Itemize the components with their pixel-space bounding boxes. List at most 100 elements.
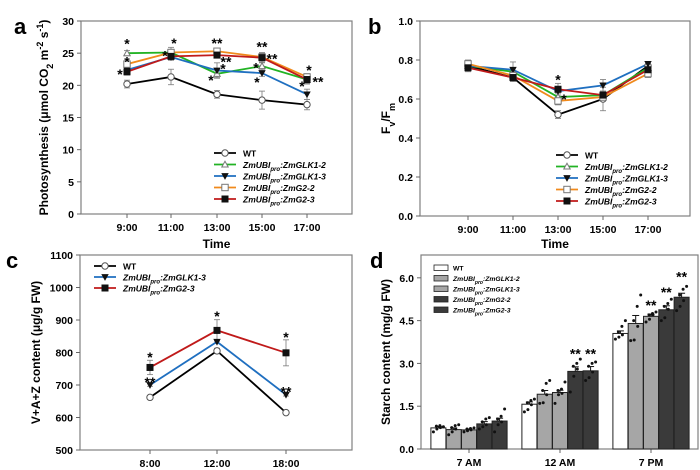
data-dot <box>484 417 488 421</box>
legend-swatch <box>433 285 449 292</box>
y-axis-title-part: F <box>379 127 393 134</box>
legend-label: WT <box>585 151 599 161</box>
legend-marker <box>563 197 571 205</box>
data-point <box>303 100 311 109</box>
data-dot <box>441 425 445 429</box>
legend-label: ZmUBIpro:ZmG2-2 <box>452 297 511 307</box>
significance-mark: ** <box>646 297 657 313</box>
data-dot <box>431 430 435 434</box>
legend-marker <box>221 173 229 180</box>
legend-marker <box>221 183 229 192</box>
data-dot <box>666 302 670 305</box>
legend-marker <box>101 284 109 292</box>
legend-label: ZmUBIpro:ZmG2-2 <box>242 183 315 196</box>
x-tick-label: 15:00 <box>249 222 276 234</box>
legend-label: ZmUBIpro:ZmG2-3 <box>452 308 511 318</box>
data-dot <box>438 424 442 428</box>
y-tick-label: 1000 <box>50 283 74 295</box>
data-dot <box>617 335 621 339</box>
data-dot <box>541 389 545 393</box>
y-tick-label: 15 <box>62 113 74 125</box>
significance-mark: * <box>555 72 561 88</box>
data-point <box>146 382 154 389</box>
data-dot <box>453 424 457 428</box>
legend-label-rest: :ZmG2-3 <box>483 308 511 315</box>
data-dot <box>639 293 643 297</box>
data-dot <box>662 304 666 308</box>
y-tick-label: 20 <box>62 80 74 92</box>
x-tick-label: 11:00 <box>158 222 184 234</box>
y-tick-label: 5 <box>68 177 74 189</box>
data-dot <box>647 313 651 317</box>
data-point <box>644 66 652 74</box>
data-point <box>303 91 311 99</box>
x-tick-label: 13:00 <box>204 222 231 234</box>
legend-label: WT <box>123 262 137 272</box>
data-dot <box>556 389 560 393</box>
data-dot <box>648 317 651 321</box>
data-dot <box>487 416 491 420</box>
data-point <box>257 61 267 70</box>
data-dot <box>525 401 529 405</box>
legend-label-main: WT <box>585 151 599 161</box>
data-point <box>213 347 221 355</box>
x-axis-title: Time <box>203 237 231 251</box>
data-dot <box>450 430 454 434</box>
bar <box>491 420 508 450</box>
y-axis-title-part: -1 <box>35 24 45 32</box>
y-axis-title: Starch content (mg/g FW) <box>379 279 393 425</box>
legend: WTZmUBIpro:ZmGLK1-2ZmUBIpro:ZmGLK1-3ZmUB… <box>433 264 520 318</box>
data-dot <box>450 426 454 430</box>
bar <box>627 322 644 450</box>
significance-mark: ** <box>313 73 324 89</box>
x-tick-label: 13:00 <box>545 224 572 236</box>
significance-mark: ** <box>267 50 278 66</box>
data-point <box>167 73 175 81</box>
legend-label-main: ZmUBI <box>584 162 613 172</box>
bar <box>445 429 462 450</box>
panel-d: d 0.0 1.5 3.0 4.5 6.0 Starch content (mg/g FW)… <box>370 248 699 469</box>
data-dot <box>659 319 663 323</box>
panel-label: a <box>14 14 27 39</box>
data-dot <box>541 401 545 405</box>
data-dot <box>553 401 557 405</box>
significance-mark: * <box>124 36 130 52</box>
data-dot <box>529 403 533 407</box>
legend-label-main: ZmUBI <box>122 284 151 294</box>
data-dot <box>526 408 530 412</box>
data-dot <box>613 337 617 341</box>
significance-mark: * <box>162 48 168 64</box>
legend-marker <box>221 195 229 203</box>
legend-label: WT <box>453 266 464 273</box>
data-dot <box>623 319 627 323</box>
data-dot <box>496 423 500 427</box>
bar <box>658 309 675 450</box>
legend-label: ZmUBIpro:ZmG2-3 <box>584 197 657 210</box>
data-dot <box>590 361 594 365</box>
y-tick-label: 700 <box>55 380 73 392</box>
significance-mark: * <box>208 72 214 88</box>
significance-mark: ** <box>585 345 596 361</box>
legend-label-sub: pro <box>611 169 622 175</box>
x-tick-label: 7 AM <box>457 457 482 469</box>
data-dot <box>591 370 595 374</box>
data-point <box>599 82 607 90</box>
significance-mark: * <box>220 61 226 77</box>
significance-mark: * <box>171 35 177 51</box>
data-dot <box>503 407 507 411</box>
data-dot <box>575 367 579 371</box>
legend-label-main: ZmUBI <box>452 287 475 294</box>
y-axis-title: V+A+Z content (μg/g FW) <box>29 281 43 424</box>
legend-label-sub: pro <box>269 179 280 185</box>
significance-mark: * <box>147 349 153 365</box>
legend-marker <box>221 149 229 157</box>
significance-mark: * <box>299 78 305 94</box>
data-dot <box>678 304 682 308</box>
y-axis-title-part: /F <box>379 111 393 122</box>
legend-label-rest: :ZmGLK1-3 <box>483 287 520 294</box>
bar <box>582 370 599 450</box>
legend-label-sub: pro <box>474 291 483 297</box>
legend-label-rest: :ZmG2-2 <box>483 297 511 304</box>
significance-mark: ** <box>257 39 268 55</box>
